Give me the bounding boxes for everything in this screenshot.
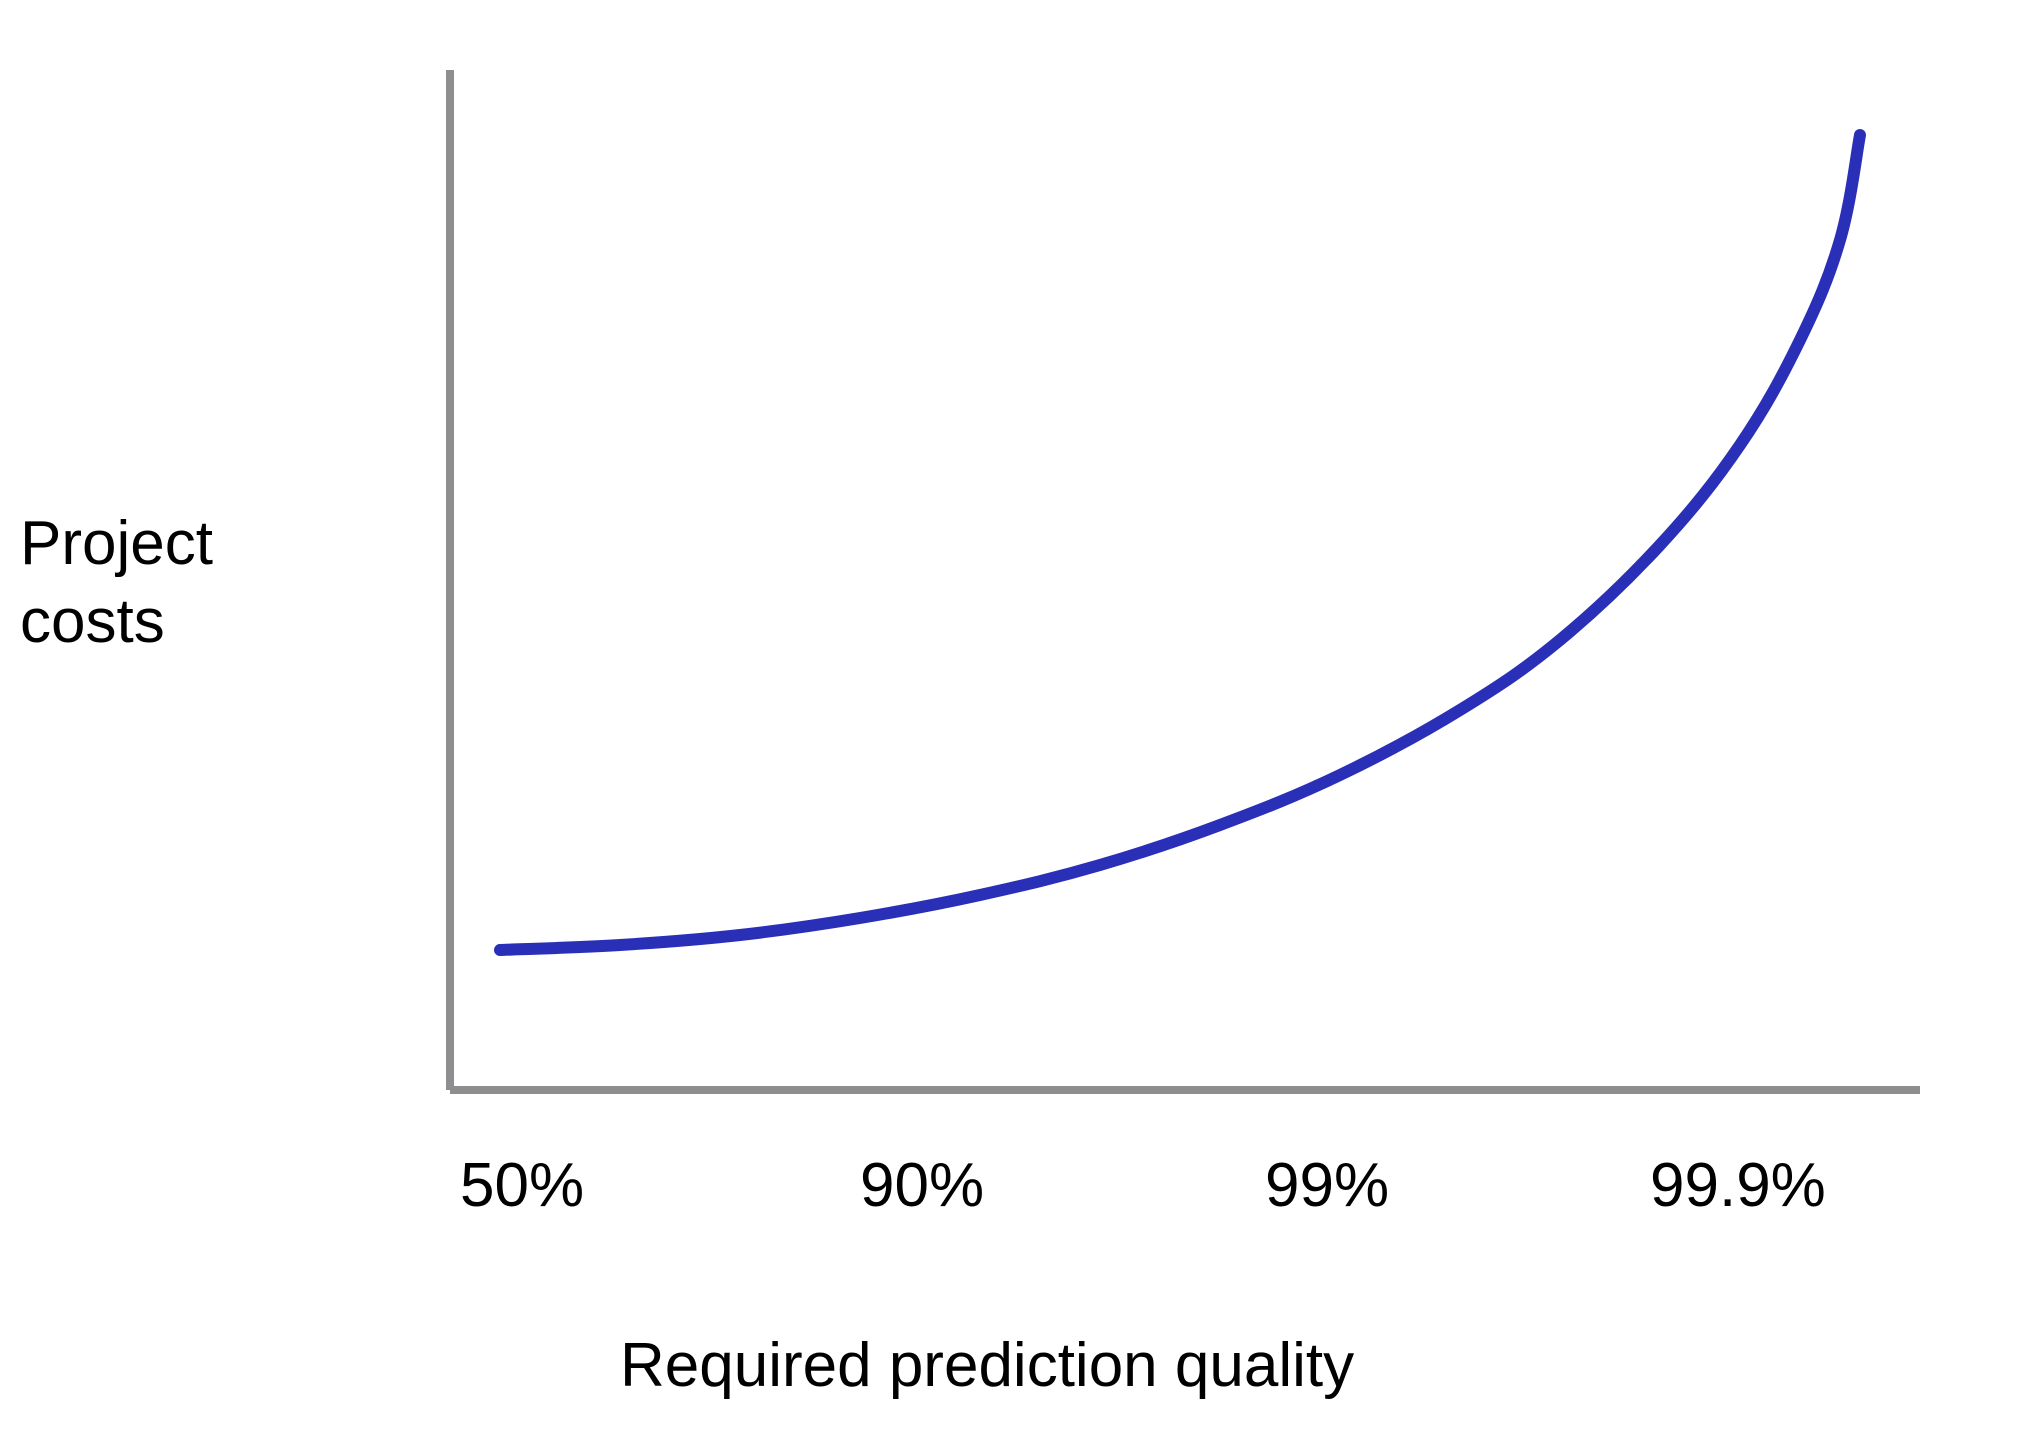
y-axis-label-line1: Project [20, 505, 213, 583]
chart-svg [0, 0, 2036, 1444]
x-axis-label: Required prediction quality [620, 1330, 1354, 1401]
x-tick-2: 99% [1265, 1150, 1389, 1221]
chart-container: Project costs Required prediction qualit… [0, 0, 2036, 1444]
x-tick-1: 90% [860, 1150, 984, 1221]
y-axis-label-line2: costs [20, 583, 213, 661]
cost-curve [500, 135, 1860, 950]
x-tick-0: 50% [460, 1150, 584, 1221]
x-tick-3: 99.9% [1650, 1150, 1826, 1221]
y-axis-label: Project costs [20, 505, 213, 660]
